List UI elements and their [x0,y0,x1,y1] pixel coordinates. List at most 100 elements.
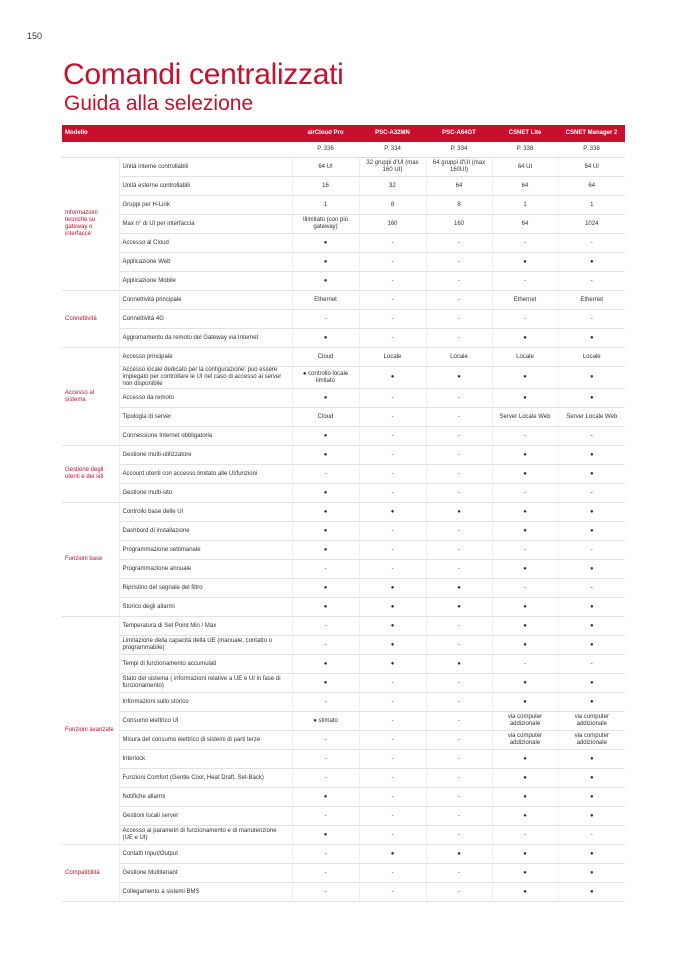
value-cell: ● [358,616,427,636]
value-cell: - [358,825,427,845]
feature-name: Dashbord di installazione [118,521,293,541]
value-cell: 8 [425,195,493,215]
feature-name: Programmazione annuale [118,559,293,579]
value-cell: - [358,309,427,329]
value-cell: 1024 [557,214,626,234]
value-cell: ● [557,616,626,636]
value-cell: 16 [291,176,360,196]
feature-row: Consumo elettrico UI ● stimato - - via compu… [62,711,626,731]
feature-row: Connettività 4G - - - - - [62,309,626,329]
feature-name: Controllo base delle UI [118,502,293,522]
value-cell: ● [358,578,427,598]
feature-row: Gestioni locali server - - - ● ● [62,806,626,826]
feature-row: Funzioni base Controllo base delle UI ● ● ● ●… [62,502,626,617]
value-cell: ● [425,654,493,674]
value-cell: ● [291,502,360,522]
value-cell: - [291,806,360,826]
feature-row: Limitazione della capacità della UE (man… [62,635,626,655]
feature-row: Accesso locale dedicato per la configura… [62,366,626,389]
value-cell: 64 UI [491,157,559,177]
value-cell: ● [557,882,626,902]
value-cell: ● [425,366,493,389]
feature-name: Account utenti con accesso limitato alle… [118,464,293,484]
value-cell: - [358,233,427,253]
feature-row: Tipologia di server Cloud - - Server Locale … [62,407,626,427]
value-cell: - [358,806,427,826]
value-cell: - [425,787,493,807]
value-cell: ● [491,559,559,579]
value-cell: - [425,271,493,291]
value-cell: ● [491,328,559,348]
value-cell: - [557,426,626,446]
value-cell: - [425,882,493,902]
feature-row: Compatibilità Contatti Input/Output - ● ● ● ● [62,844,626,902]
feature-name: Tempi di funzionamento accumulati [118,654,293,674]
value-cell: ● [358,502,427,522]
value-cell: ● [291,328,360,348]
value-cell: Locale [358,347,427,367]
table-body: P. 336 P. 334 P. 334 P. 338 P. 338 Informazio… [62,142,626,902]
value-cell: - [291,309,360,329]
value-cell: ● [557,445,626,465]
value-cell: via computer addizionale [491,711,559,731]
value-cell: - [291,616,360,636]
value-cell: - [425,445,493,465]
feature-name: Gestione multi-utilizzatore [118,445,293,465]
value-cell: - [358,271,427,291]
feature-name: Funzioni Comfort (Gentle Cool, Heat Draf… [118,768,293,788]
group-label: Informazioni tecniche su gateway o inter… [62,157,119,291]
feature-name: Accesso principale [118,347,293,367]
value-cell: - [557,271,626,291]
value-cell: ● [557,863,626,883]
page-ref: P. 334 [359,142,427,158]
feature-row: Connessione Internet obbligatoria ● - - - - [62,426,626,446]
value-cell: ● [358,844,427,864]
value-cell: ● [557,844,626,864]
value-cell: - [358,483,427,503]
value-cell: - [358,559,427,579]
feature-row: Informazioni tecniche su gateway o inter… [62,157,626,291]
value-cell: Cloud [291,347,360,367]
value-cell: ● [291,271,360,291]
value-cell: Illimitato (con più gateway) [291,214,360,234]
value-cell: ● [291,426,360,446]
value-cell: ● [491,388,559,408]
value-cell: ● [557,559,626,579]
value-cell: - [358,521,427,541]
value-cell: Ethernet [491,290,559,310]
value-cell: ● [557,502,626,522]
value-cell: - [425,426,493,446]
value-cell: - [358,328,427,348]
header-row: Modello airCloud Pro PSC-A32MN PSC-A64GT CSN… [62,125,626,142]
value-cell: - [358,768,427,788]
value-cell: ● [491,502,559,522]
feature-row: Applicazione Mobile ● - - - - [62,271,626,291]
feature-name: Accesso al Cloud [118,233,293,253]
value-cell: - [557,825,626,845]
value-cell: - [358,692,427,712]
value-cell: 1 [491,195,559,215]
value-cell: ● [491,252,559,272]
value-cell: - [358,711,427,731]
value-cell: ● controllo locale limitato [291,366,360,389]
feature-name: Connettività 4G [118,309,293,329]
group-label: Accesso al sistema [62,347,119,446]
value-cell: - [491,483,559,503]
value-cell: ● [291,673,360,693]
value-cell: ● [557,635,626,655]
value-cell: - [358,787,427,807]
column-header: PSC-A32MN [359,125,427,142]
value-cell: - [425,730,493,750]
value-cell: ● [491,521,559,541]
feature-name: Programmazione settimanale [118,540,293,560]
value-cell: - [557,233,626,253]
value-cell: - [425,692,493,712]
feature-name: Gruppi per H-Link [118,195,293,215]
feature-row: Accesso al sistema Accesso principale Clou… [62,347,626,446]
value-cell: ● [425,844,493,864]
feature-row: Dashbord di installazione ● - - ● ● [62,521,626,541]
feature-row: Aggiornamento da remoto del Gateway via … [62,328,626,348]
value-cell: - [358,673,427,693]
value-cell: - [425,749,493,769]
feature-name: Informazioni sullo storico [118,692,293,712]
